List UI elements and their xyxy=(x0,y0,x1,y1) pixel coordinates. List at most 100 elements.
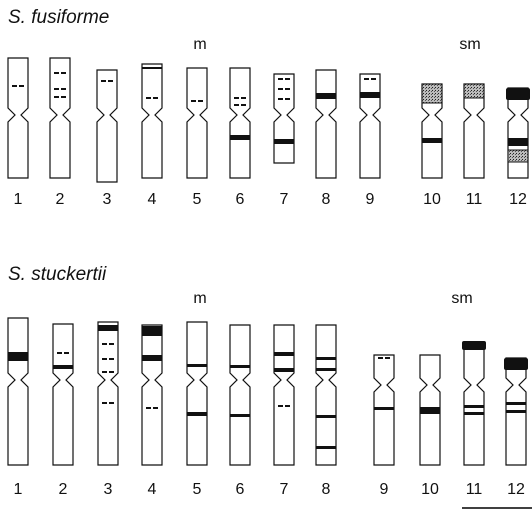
chromosome-number: 1 xyxy=(14,191,23,208)
chromosome xyxy=(98,322,118,465)
band xyxy=(98,325,118,331)
band xyxy=(12,85,17,87)
band xyxy=(278,88,283,90)
chromosome-number: 9 xyxy=(380,481,389,498)
chromosome-number: 9 xyxy=(366,191,375,208)
chromosome-number: 3 xyxy=(104,481,113,498)
band xyxy=(278,78,283,80)
band xyxy=(234,104,239,106)
band xyxy=(464,405,484,408)
group-label: sm xyxy=(459,36,480,53)
band xyxy=(153,97,158,99)
band xyxy=(285,78,290,80)
band xyxy=(285,98,290,100)
band xyxy=(109,402,114,404)
band xyxy=(316,93,336,99)
band xyxy=(316,368,336,371)
band xyxy=(462,341,486,350)
chromosome-number: 8 xyxy=(322,481,331,498)
band xyxy=(385,357,390,359)
band xyxy=(153,407,158,409)
band xyxy=(19,85,24,87)
karyotype-figure: S. fusiforme m sm S. stuckertii m sm 123… xyxy=(0,0,532,512)
chromosome xyxy=(142,325,162,465)
band xyxy=(187,364,207,367)
band xyxy=(274,368,294,372)
band xyxy=(278,405,283,407)
chromosome-number: 11 xyxy=(466,481,483,498)
band xyxy=(422,138,442,143)
band xyxy=(102,358,107,360)
chromosome-number: 7 xyxy=(280,191,289,208)
chromosome xyxy=(187,322,207,465)
group-label: sm xyxy=(451,290,472,307)
band xyxy=(187,412,207,416)
band xyxy=(198,100,203,102)
band xyxy=(378,357,383,359)
chromosome xyxy=(274,325,294,465)
chromosome-number: 6 xyxy=(236,481,245,498)
group-label: m xyxy=(193,36,206,53)
band xyxy=(422,84,442,103)
band xyxy=(278,98,283,100)
band xyxy=(364,78,369,80)
band xyxy=(142,355,162,361)
chromosome xyxy=(50,58,70,178)
chromosome xyxy=(53,324,73,465)
chromosome-number: 4 xyxy=(148,191,157,208)
group-label: m xyxy=(193,290,206,307)
band xyxy=(234,97,239,99)
band xyxy=(109,358,114,360)
chromosome-number: 2 xyxy=(56,191,65,208)
band xyxy=(506,410,526,413)
band xyxy=(360,92,380,98)
band xyxy=(61,72,66,74)
chromosome xyxy=(230,325,250,465)
chromosome-number: 6 xyxy=(236,191,245,208)
band xyxy=(54,88,59,90)
chromosome-number: 12 xyxy=(509,191,527,208)
band xyxy=(146,407,151,409)
band xyxy=(54,72,59,74)
chromosome-number: 7 xyxy=(280,481,289,498)
band xyxy=(371,78,376,80)
chromosome-number: 10 xyxy=(423,191,441,208)
band xyxy=(316,446,336,449)
chromosome-number: 11 xyxy=(466,191,483,208)
band xyxy=(102,343,107,345)
band xyxy=(374,407,394,410)
band xyxy=(241,97,246,99)
band xyxy=(464,412,484,415)
band xyxy=(191,100,196,102)
band xyxy=(57,352,62,354)
band xyxy=(274,139,294,144)
chromosome xyxy=(187,68,207,178)
chromosome xyxy=(316,325,336,465)
band xyxy=(285,88,290,90)
band xyxy=(508,150,528,162)
band xyxy=(464,84,484,98)
chromosome xyxy=(8,318,28,465)
band xyxy=(146,97,151,99)
band xyxy=(241,104,246,106)
chromosome xyxy=(360,74,380,178)
band xyxy=(61,88,66,90)
band xyxy=(230,135,250,140)
band xyxy=(8,352,28,361)
band xyxy=(102,402,107,404)
band xyxy=(506,88,530,100)
band xyxy=(274,352,294,356)
band xyxy=(142,326,162,336)
chromosome-number: 8 xyxy=(322,191,331,208)
chromosome-number: 10 xyxy=(421,481,439,498)
chromosome xyxy=(274,74,294,163)
band xyxy=(230,365,250,368)
band xyxy=(508,138,528,146)
chromosome-number: 5 xyxy=(193,481,202,498)
band xyxy=(504,358,528,370)
band xyxy=(109,371,114,373)
chromosome xyxy=(97,70,117,182)
chromosome-number: 1 xyxy=(14,481,23,498)
chromosome xyxy=(316,70,336,178)
band xyxy=(109,343,114,345)
